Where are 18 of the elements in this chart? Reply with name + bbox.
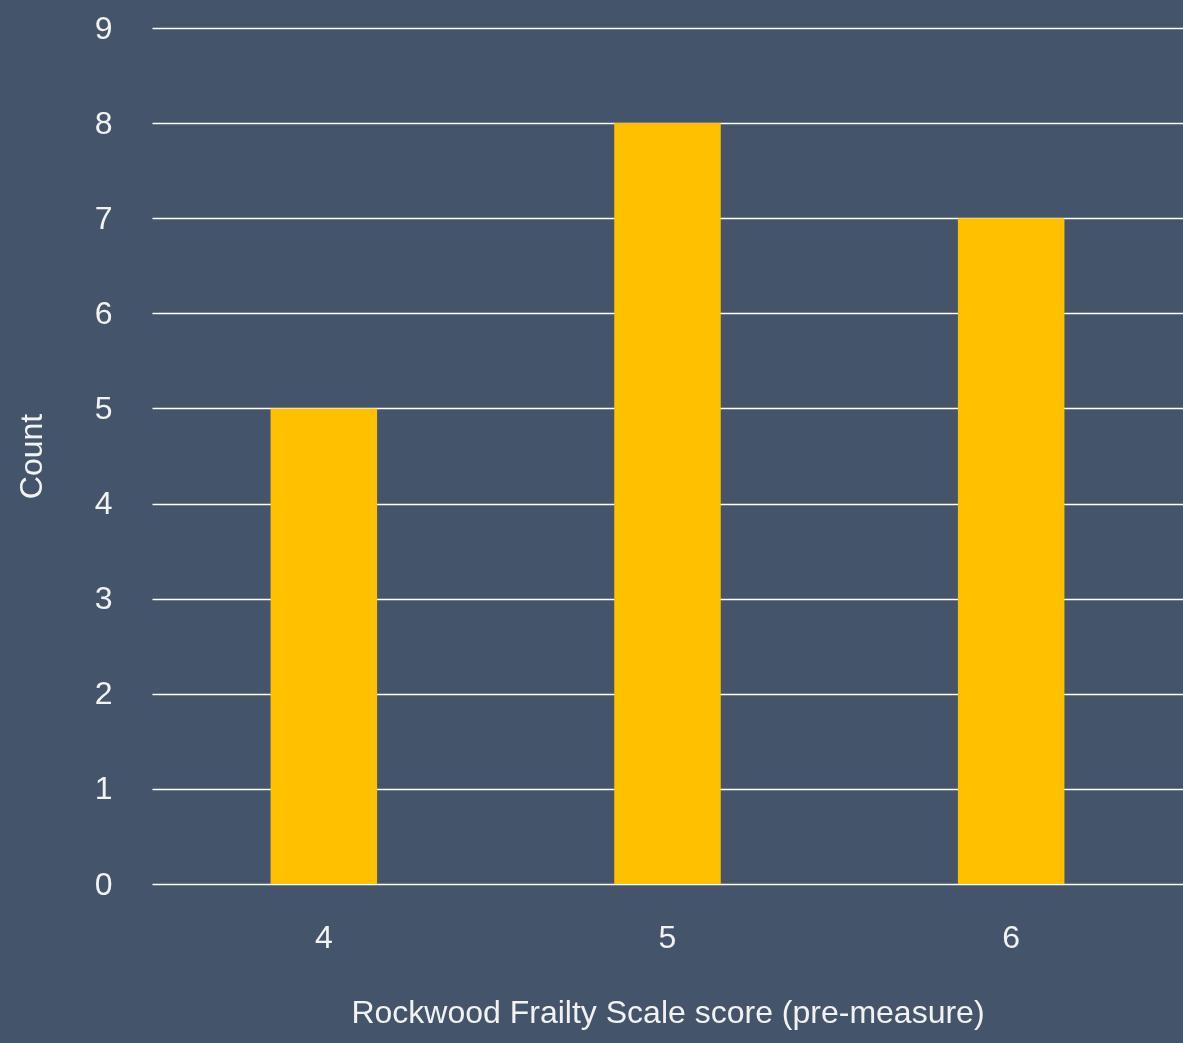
y-tick-label: 8 [94,104,113,141]
bar [957,218,1065,884]
y-tick-label: 4 [94,485,113,522]
y-tick-label: 2 [94,675,113,712]
bar [270,408,378,884]
y-tick-label: 1 [94,770,113,807]
y-axis-title: Count [12,413,49,500]
bar [614,123,721,884]
x-tick-label: 6 [1002,918,1021,955]
y-tick-label: 0 [94,865,113,902]
y-tick-label: 7 [94,199,113,236]
x-tick-label: 5 [658,918,677,955]
x-axis-title: Rockwood Frailty Scale score (pre-measure) [351,993,985,1030]
y-tick-label: 6 [94,294,113,331]
y-tick-label: 3 [94,580,113,617]
y-tick-label: 5 [94,389,113,426]
x-tick-label: 4 [314,918,333,955]
y-tick-label: 9 [94,9,113,46]
